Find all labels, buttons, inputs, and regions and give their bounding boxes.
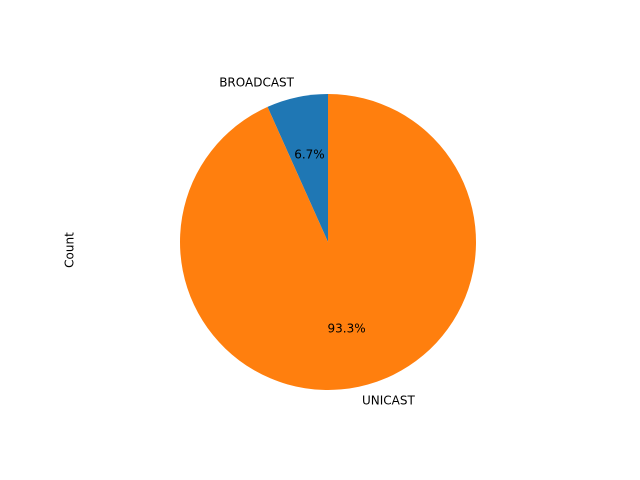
pie-slice-broadcast [267, 94, 328, 242]
labels-layer: BROADCAST 6.7% UNICAST 93.3% [219, 75, 415, 407]
slice-percent-unicast: 93.3% [327, 321, 365, 335]
slices-layer [180, 94, 476, 390]
y-axis-label: Count [63, 232, 77, 268]
slice-label-broadcast: BROADCAST [219, 75, 294, 89]
slice-percent-broadcast: 6.7% [294, 148, 325, 162]
slice-label-unicast: UNICAST [362, 394, 416, 408]
pie-slice-unicast [180, 94, 476, 390]
